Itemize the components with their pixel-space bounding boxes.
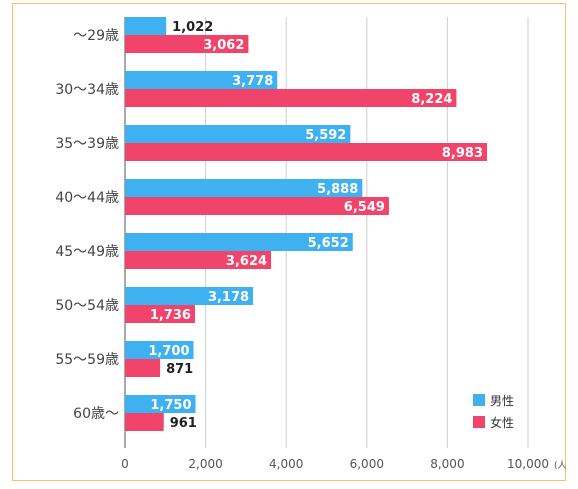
x-tick-label: 0: [121, 457, 129, 471]
bar-male: [125, 17, 167, 35]
bar-female: [125, 305, 195, 323]
bar-female: [125, 413, 164, 431]
bar-male: [125, 287, 254, 305]
bar-male: [125, 233, 353, 251]
bar-female: [125, 251, 272, 269]
chart-frame: 0 2,000 4,000 6,000 8,000 10,000 (人) 〜29歳 1,022 3…: [12, 3, 567, 481]
value-label: 1,736: [150, 308, 191, 323]
bar-female: [125, 35, 249, 53]
legend-label-female: 女性: [490, 415, 514, 430]
value-label: 5,652: [308, 236, 349, 251]
legend-swatch-male: [473, 394, 485, 406]
category-label: 50〜54歳: [55, 298, 119, 314]
value-label: 961: [170, 416, 197, 431]
legend-label-male: 男性: [490, 394, 514, 408]
value-label: 3,778: [232, 74, 273, 89]
value-label: 3,062: [203, 38, 244, 53]
bar-female: [125, 143, 488, 161]
value-label: 8,983: [442, 146, 483, 161]
bar-female: [125, 197, 389, 215]
value-label: 6,549: [344, 200, 385, 215]
value-label: 5,888: [317, 182, 358, 197]
value-label: 5,592: [305, 128, 346, 143]
category-label: 35〜39歳: [55, 136, 119, 152]
category-label: 55〜59歳: [55, 352, 119, 368]
bar-male: [125, 71, 278, 89]
x-tick-label: 4,000: [269, 457, 303, 471]
value-label: 1,700: [148, 344, 189, 359]
x-unit-label: (人): [554, 460, 567, 471]
x-tick-label: 6,000: [350, 457, 384, 471]
value-label: 3,178: [208, 290, 249, 305]
bar-female: [125, 89, 457, 107]
bar-male: [125, 395, 196, 413]
value-label: 3,624: [226, 254, 267, 269]
value-label: 871: [166, 362, 193, 377]
bar-male: [125, 179, 363, 197]
x-tick-label: 2,000: [188, 457, 222, 471]
category-label: 30〜34歳: [55, 82, 119, 98]
value-label: 1,750: [150, 398, 191, 413]
category-label: 60歳〜: [73, 406, 119, 422]
category-label: 40〜44歳: [55, 190, 119, 206]
value-label: 1,022: [172, 20, 213, 35]
x-tick-label: 8,000: [430, 457, 464, 471]
bar-female: [125, 359, 161, 377]
bar-male: [125, 341, 194, 359]
bar-male: [125, 125, 351, 143]
bar-chart: 0 2,000 4,000 6,000 8,000 10,000 (人) 〜29歳 1,022 3…: [55, 17, 567, 471]
x-tick-label: 10,000: [507, 457, 549, 471]
bars: [125, 17, 488, 431]
labels: 0 2,000 4,000 6,000 8,000 10,000 (人) 〜29歳 1,022 3…: [55, 20, 567, 471]
value-label: 8,224: [411, 92, 452, 107]
category-label: 45〜49歳: [55, 244, 119, 260]
category-label: 〜29歳: [73, 28, 119, 44]
legend-swatch-female: [473, 416, 485, 428]
